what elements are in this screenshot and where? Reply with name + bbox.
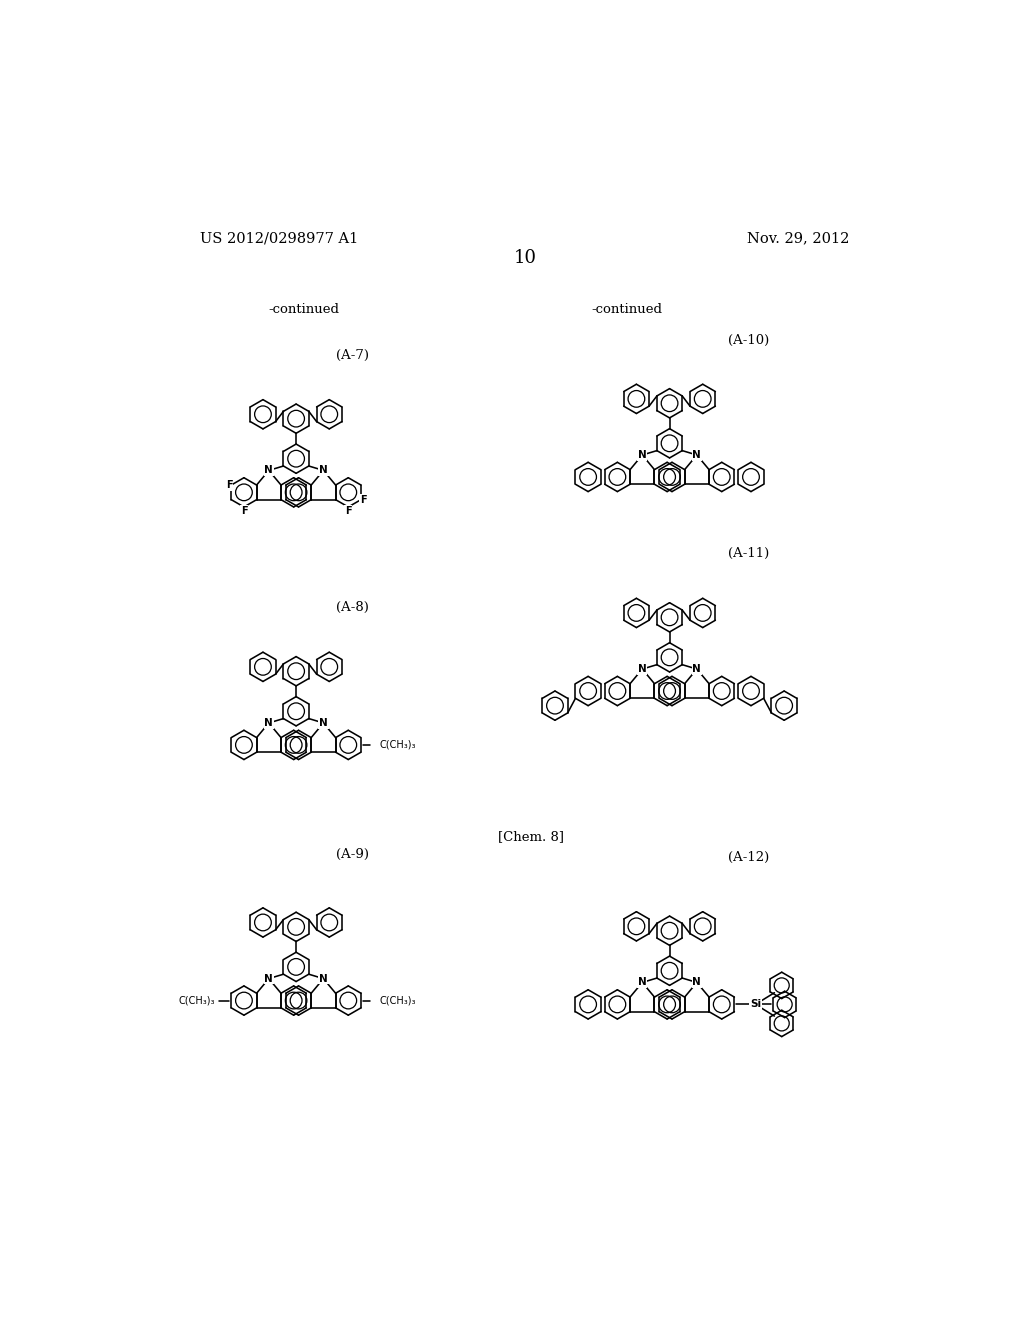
Text: C(CH₃)₃: C(CH₃)₃ [379, 995, 416, 1006]
Text: F: F [360, 495, 367, 504]
Text: N: N [638, 450, 646, 459]
Text: F: F [241, 506, 247, 516]
Text: N: N [264, 718, 273, 727]
Text: N: N [692, 450, 701, 459]
Text: N: N [692, 977, 701, 987]
Text: N: N [264, 466, 273, 475]
Text: (A-8): (A-8) [337, 601, 370, 614]
Text: C(CH₃)₃: C(CH₃)₃ [379, 741, 416, 750]
Text: Nov. 29, 2012: Nov. 29, 2012 [748, 231, 850, 246]
Text: N: N [692, 664, 701, 675]
Text: (A-9): (A-9) [336, 847, 370, 861]
Text: N: N [638, 664, 646, 675]
Text: (A-7): (A-7) [336, 350, 370, 363]
Text: -continued: -continued [592, 304, 663, 317]
Text: (A-12): (A-12) [728, 851, 770, 865]
Text: F: F [225, 480, 232, 490]
Text: C(CH₃)₃: C(CH₃)₃ [178, 995, 215, 1006]
Text: N: N [319, 466, 328, 475]
Text: (A-10): (A-10) [728, 334, 770, 347]
Text: [Chem. 8]: [Chem. 8] [498, 830, 564, 843]
Text: Si: Si [750, 999, 761, 1010]
Text: N: N [319, 718, 328, 727]
Text: N: N [638, 977, 646, 987]
Text: N: N [264, 974, 273, 983]
Text: N: N [319, 974, 328, 983]
Text: US 2012/0298977 A1: US 2012/0298977 A1 [200, 231, 358, 246]
Text: 10: 10 [513, 249, 537, 267]
Text: -continued: -continued [268, 304, 339, 317]
Text: F: F [345, 506, 351, 516]
Text: (A-11): (A-11) [728, 548, 770, 560]
